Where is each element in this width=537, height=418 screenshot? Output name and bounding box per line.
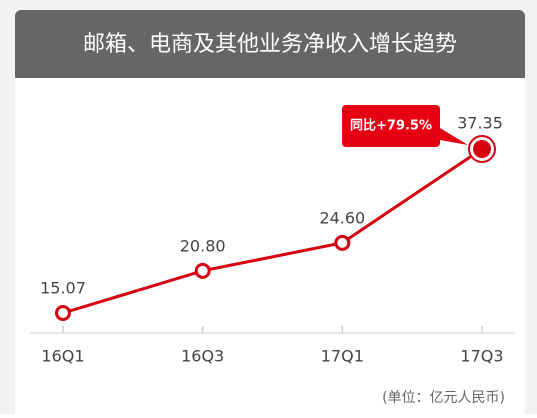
x-tick-label: 17Q3: [460, 347, 503, 366]
annotation-box: [342, 105, 468, 147]
header: [15, 10, 525, 78]
chart-title: 邮箱、电商及其他业务净收入增长趋势: [83, 32, 457, 57]
line: [62, 147, 483, 315]
x-tick-label: 17Q1: [321, 347, 364, 366]
annotation: 同比+79.5%: [350, 118, 432, 134]
unit-note: (单位：亿元人民币): [382, 390, 505, 406]
value-label: 37.35: [457, 114, 503, 133]
point: [473, 140, 491, 158]
point: [194, 262, 211, 279]
value-label: 20.80: [180, 236, 226, 255]
value-label: 24.60: [319, 208, 365, 227]
point: [55, 305, 71, 321]
value-label: 15.07: [40, 279, 86, 298]
x-tick-label: 16Q3: [181, 347, 224, 366]
x-tick-label: 16Q1: [41, 347, 84, 366]
point: [334, 234, 351, 251]
